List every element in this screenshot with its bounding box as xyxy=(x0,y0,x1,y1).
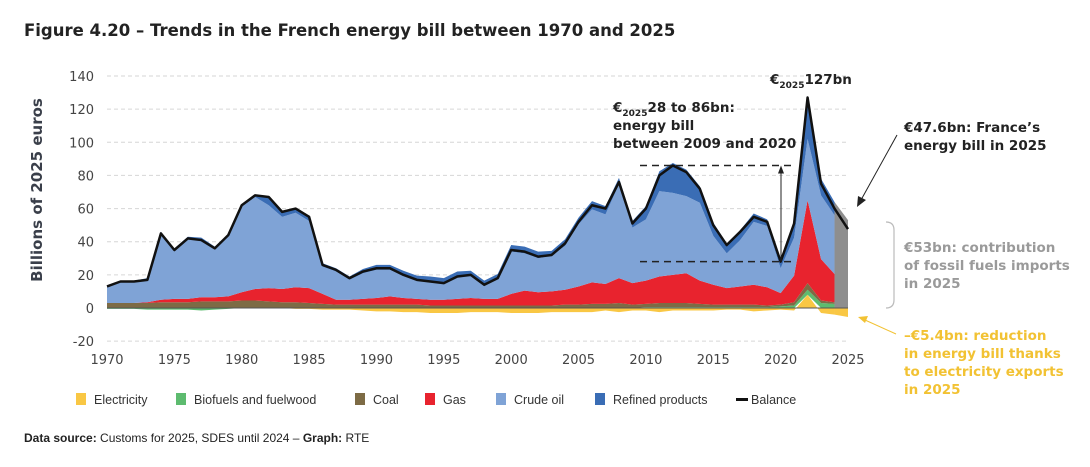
y-axis-label: Billions of 2025 euros xyxy=(28,98,46,282)
annotation-fossil-2025: €53bn: contribution of fossil fuels impo… xyxy=(885,221,1070,309)
x-tick-label: 1995 xyxy=(427,353,460,368)
balance-line xyxy=(106,96,850,288)
svg-text:in energy bill thanks: in energy bill thanks xyxy=(904,346,1061,362)
svg-text:in 2025: in 2025 xyxy=(904,276,961,292)
area-crude-oil xyxy=(107,138,835,304)
area-gas xyxy=(107,200,835,306)
y-tick-label: -20 xyxy=(73,335,94,350)
y-tick-label: 80 xyxy=(77,169,94,184)
svg-text:energy bill: energy bill xyxy=(613,118,694,134)
x-tick-label: 2000 xyxy=(495,353,528,368)
legend-label: Crude oil xyxy=(514,393,564,407)
svg-text:€47.6bn: France’s: €47.6bn: France’s xyxy=(903,120,1040,136)
svg-text:of fossil fuels imports: of fossil fuels imports xyxy=(904,258,1070,274)
legend: Electricity Biofuels and fuelwood Coal Gas C… xyxy=(76,393,796,407)
svg-text:to electricity exports: to electricity exports xyxy=(904,364,1064,380)
annotation-peak: €2025127bn xyxy=(769,72,852,91)
area-electricity-2025 xyxy=(834,308,848,317)
legend-swatch xyxy=(76,393,86,405)
area-electricity xyxy=(107,294,835,315)
source-note: Data source: Customs for 2025, SDES unti… xyxy=(24,431,369,445)
y-tick-label: 60 xyxy=(77,203,94,218)
svg-text:€53bn: contribution: €53bn: contribution xyxy=(903,240,1055,256)
x-tick-label: 2020 xyxy=(764,353,797,368)
x-tick-label: 2015 xyxy=(697,353,730,368)
legend-swatch xyxy=(496,393,506,405)
annotation-range: €202528 to 86bn: energy bill between 200… xyxy=(612,100,796,263)
y-tick-label: 120 xyxy=(69,103,94,118)
legend-label: Balance xyxy=(751,393,796,407)
svg-text:energy bill in 2025: energy bill in 2025 xyxy=(904,138,1047,154)
legend-label: Electricity xyxy=(94,393,148,407)
x-tick-label: 1975 xyxy=(158,353,191,368)
x-tick-label: 2010 xyxy=(629,353,662,368)
annotation-bill-2025: €47.6bn: France’s energy bill in 2025 xyxy=(857,120,1047,207)
legend-label: Coal xyxy=(373,393,399,407)
legend-label: Gas xyxy=(443,393,466,407)
x-tick-label: 2005 xyxy=(562,353,595,368)
x-tick-label: 1980 xyxy=(225,353,258,368)
svg-text:in 2025: in 2025 xyxy=(904,382,961,398)
legend-swatch xyxy=(736,398,748,401)
svg-text:€202528 to 86bn:: €202528 to 86bn: xyxy=(612,100,735,119)
legend-swatch xyxy=(355,393,365,405)
x-tick-label: 2025 xyxy=(831,353,864,368)
svg-text:–€5.4bn: reduction: –€5.4bn: reduction xyxy=(904,328,1047,344)
annotation-electricity-2025: –€5.4bn: reduction in energy bill thanks… xyxy=(858,316,1064,398)
area-refined-products xyxy=(107,97,835,287)
area-coal xyxy=(107,283,835,308)
legend-swatch xyxy=(595,393,605,405)
x-tick-label: 1985 xyxy=(293,353,326,368)
y-tick-label: 20 xyxy=(77,269,94,284)
y-tick-label: 140 xyxy=(69,70,94,85)
figure-title: Figure 4.20 – Trends in the French energ… xyxy=(24,21,675,40)
legend-swatch xyxy=(425,393,435,405)
x-tick-label: 1970 xyxy=(90,353,123,368)
svg-text:€2025127bn: €2025127bn xyxy=(769,72,852,91)
svg-text:between 2009 and 2020: between 2009 and 2020 xyxy=(613,136,796,152)
y-tick-label: 0 xyxy=(86,302,94,317)
y-tick-label: 40 xyxy=(77,236,94,251)
legend-label: Refined products xyxy=(613,393,708,407)
x-tick-label: 1990 xyxy=(360,353,393,368)
range-arrowhead xyxy=(778,165,784,174)
legend-label: Biofuels and fuelwood xyxy=(194,393,316,407)
area-fossil-2025 xyxy=(834,201,848,308)
legend-swatch xyxy=(176,393,186,405)
y-tick-label: 100 xyxy=(69,136,94,151)
